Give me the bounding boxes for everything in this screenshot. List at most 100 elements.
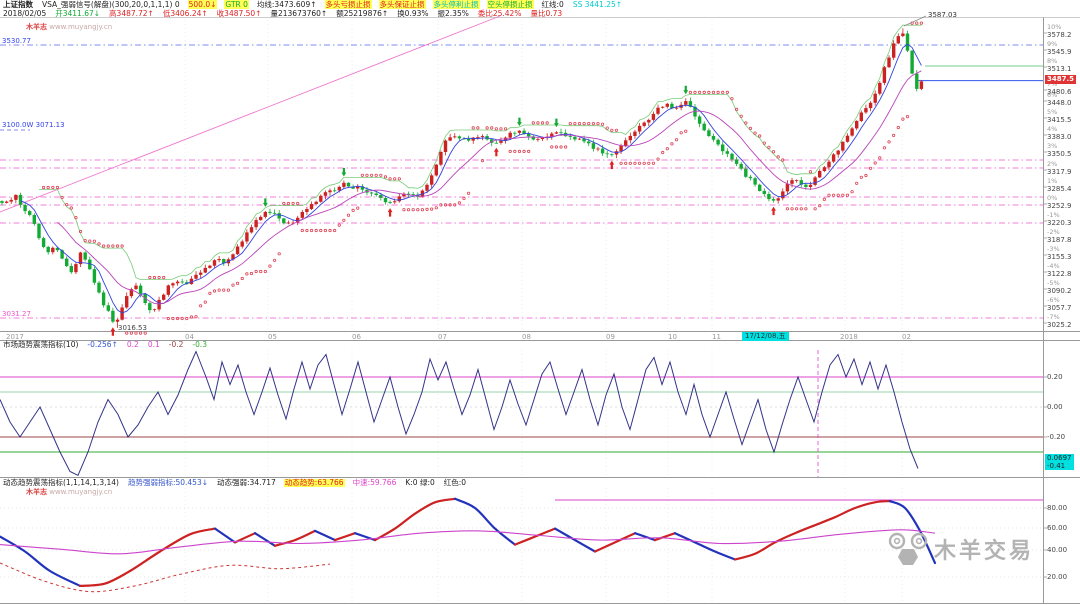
sar-dot <box>490 126 494 130</box>
middle-indicator-header: 市场趋势震荡指标(10) -0.256↑ 0.2 0.1 -0.2 -0.3 <box>2 341 215 349</box>
candle-body <box>434 164 438 176</box>
sar-dot <box>725 90 729 95</box>
sar-dot <box>818 204 822 208</box>
candle-body <box>360 186 365 190</box>
candle-body <box>28 211 32 215</box>
candle-body <box>9 199 13 202</box>
price-axis-label: -3% 3155.3 <box>1047 245 1072 261</box>
price-axis-percent: -1% <box>1047 211 1060 219</box>
sar-dot <box>651 161 656 165</box>
candle-body <box>822 167 827 171</box>
sar-dot <box>217 288 221 292</box>
candle-body <box>231 254 235 260</box>
trendline <box>0 15 501 213</box>
candle-body <box>633 131 637 136</box>
candle-body <box>88 259 92 270</box>
bottom-axis-label: 40.00 <box>1047 546 1068 554</box>
candle-body <box>794 180 799 181</box>
bottom-indicator-header: 动态趋势震荡指标(1,1,14,1,3,14) 趋势强弱指标:50.453↓ 动态强… <box>2 479 474 487</box>
sar-dot <box>162 275 166 280</box>
sar-dot <box>753 131 757 135</box>
candle-body <box>910 50 914 74</box>
sar-dot <box>115 244 120 248</box>
candle-body <box>568 136 572 137</box>
sar-dot <box>670 142 674 146</box>
indicator-param: 红色:0 <box>443 478 467 487</box>
candle-body <box>554 132 559 134</box>
candle-body <box>189 278 194 285</box>
candle-body <box>41 238 46 247</box>
candle-body <box>268 211 272 213</box>
price-axis-percent: -6% <box>1047 296 1060 304</box>
oscillator-axis-label: 0.00 <box>1047 403 1063 411</box>
candle-body <box>175 281 180 284</box>
price-axis-percent: 8% <box>1047 57 1058 65</box>
candle-body <box>448 137 452 141</box>
candle-body <box>314 201 318 204</box>
candle-body <box>845 135 850 142</box>
sar-dot <box>203 300 207 304</box>
candle-body <box>850 128 854 136</box>
candle-body <box>702 123 706 131</box>
candle-body <box>799 180 803 185</box>
sar-dot <box>65 203 69 207</box>
candle-body <box>831 154 836 162</box>
sar-dot <box>319 228 323 233</box>
watermark-main-panel: 木羊志 www.muyangjy.cn <box>26 24 112 31</box>
price-axis-percent: 0% <box>1047 194 1058 202</box>
sar-dot <box>845 193 850 197</box>
candle-body <box>402 193 406 197</box>
price-axis-label: 4% 3383.0 <box>1047 125 1072 141</box>
high-label-pointer <box>903 15 927 27</box>
quote-header-field: VSA_强弱信号(解盘)(300,20,0,1,1,1) 0 <box>42 0 180 9</box>
price-axis-percent: 4% <box>1047 125 1058 133</box>
bottom-wave-rising <box>513 527 557 546</box>
sar-dot <box>434 206 438 210</box>
sar-dot <box>767 145 771 149</box>
watermark-url: www.muyangjy.cn <box>49 23 113 31</box>
sar-dot <box>134 331 138 335</box>
candle-body <box>305 209 309 212</box>
candle-body <box>873 93 877 103</box>
price-axis-percent: 10% <box>1047 23 1062 31</box>
sar-dot <box>804 207 808 211</box>
sar-dot <box>139 331 143 335</box>
sar-dot <box>41 185 46 190</box>
sar-dot <box>439 203 443 207</box>
price-axis-label: -6% 3057.7 <box>1047 296 1072 312</box>
sar-dot <box>730 97 734 101</box>
bottom-wave-falling <box>453 497 517 546</box>
indicator-param: 趋势强弱指标:50.453↓ <box>127 478 209 487</box>
sar-dot <box>868 166 873 170</box>
sar-dot <box>707 90 711 95</box>
candle-body <box>51 247 55 253</box>
date-axis-label: 02 <box>902 333 911 341</box>
candle-body <box>753 178 757 185</box>
candle-body <box>152 309 157 311</box>
price-axis-label: 7% 3480.6 <box>1047 80 1072 96</box>
sar-dot <box>51 185 55 190</box>
candle-body <box>194 274 198 279</box>
candle-body <box>577 138 582 140</box>
quote-ohlc-field: 开3411.67↓ <box>55 9 101 18</box>
candle-body <box>328 190 332 193</box>
sar-dot <box>905 115 910 119</box>
sar-dot <box>564 145 568 149</box>
candle-body <box>115 319 120 322</box>
sar-dot <box>383 175 388 179</box>
watermark-url: www.muyangjy.cn <box>49 488 113 496</box>
quote-header-row2: 2018/02/05 开3411.67↓ 高3487.72↑ 低3406.24↑ 收34… <box>2 9 570 18</box>
brand-logo-text: 木羊交易 <box>934 539 1035 564</box>
sar-dot <box>369 173 374 177</box>
sar-dot <box>88 239 92 243</box>
sar-dot <box>430 207 434 211</box>
sar-dot <box>841 193 845 197</box>
candle-body <box>83 252 87 260</box>
candle-body <box>776 198 780 201</box>
quote-ohlc-field: 委比25.42% <box>477 9 522 18</box>
sar-dot <box>633 161 637 165</box>
sar-dot <box>467 191 471 195</box>
candle-body <box>46 246 50 253</box>
candle-body <box>406 193 411 195</box>
